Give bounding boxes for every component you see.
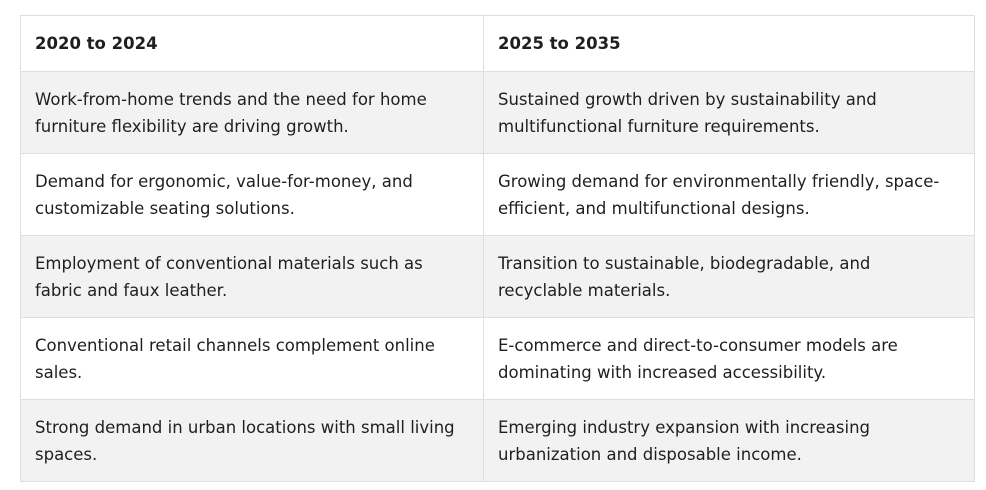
table-cell: Demand for ergonomic, value-for-money, a… [20,153,484,236]
table-cell: Transition to sustainable, biodegradable… [483,235,975,318]
comparison-table-container: 2020 to 2024 2025 to 2035 Work-from-home… [20,15,975,482]
table-cell: Growing demand for environmentally frien… [483,153,975,236]
table-cell: Sustained growth driven by sustainabilit… [483,71,975,154]
comparison-table: 2020 to 2024 2025 to 2035 Work-from-home… [20,15,975,482]
table-cell: Emerging industry expansion with increas… [483,399,975,482]
table-row: Work-from-home trends and the need for h… [20,71,975,154]
table-cell: Employment of conventional materials suc… [20,235,484,318]
column-header-2020-2024: 2020 to 2024 [20,15,484,72]
column-header-2025-2035: 2025 to 2035 [483,15,975,72]
table-row: Conventional retail channels complement … [20,317,975,400]
table-cell: Strong demand in urban locations with sm… [20,399,484,482]
table-header-row: 2020 to 2024 2025 to 2035 [20,15,975,72]
table-cell: E-commerce and direct-to-consumer models… [483,317,975,400]
table-row: Demand for ergonomic, value-for-money, a… [20,153,975,236]
table-row: Employment of conventional materials suc… [20,235,975,318]
table-cell: Conventional retail channels complement … [20,317,484,400]
table-row: Strong demand in urban locations with sm… [20,399,975,482]
table-cell: Work-from-home trends and the need for h… [20,71,484,154]
